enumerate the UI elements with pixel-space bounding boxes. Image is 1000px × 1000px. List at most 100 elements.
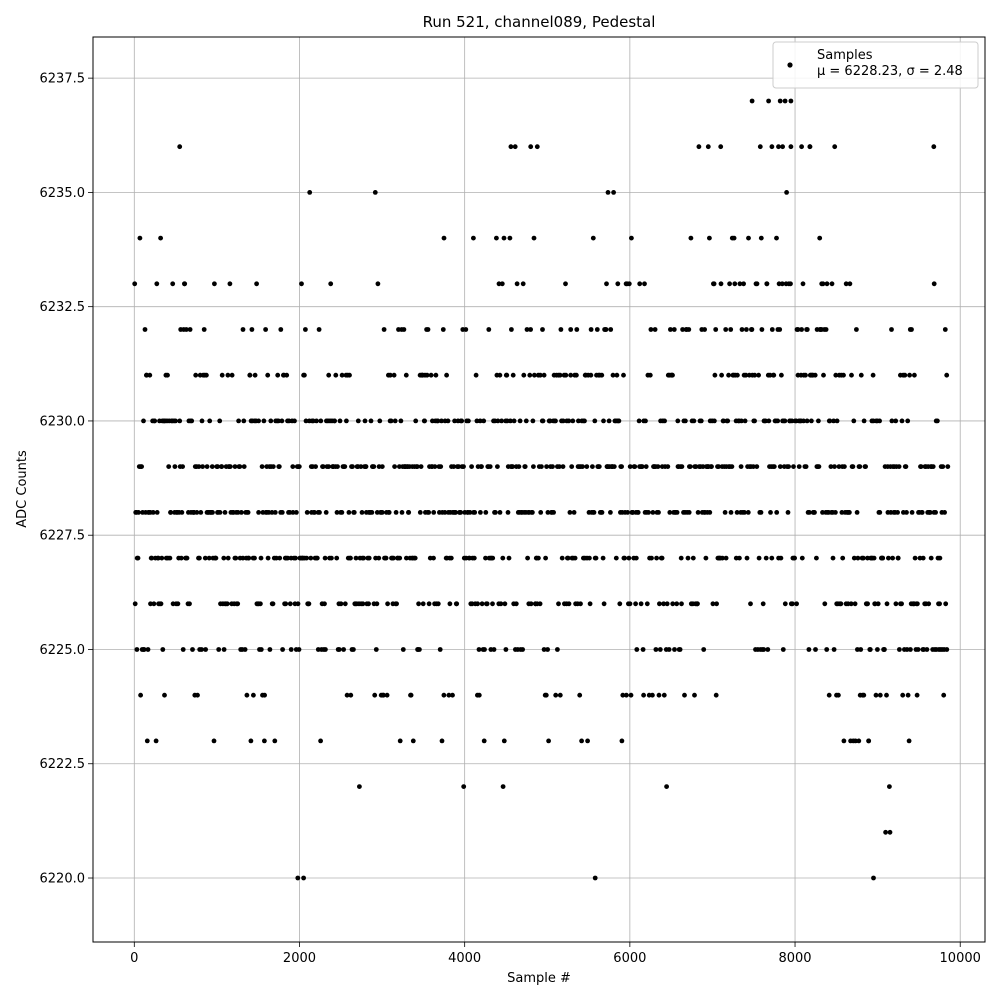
sample-point (776, 144, 781, 150)
sample-point (809, 418, 814, 424)
sample-point (132, 281, 138, 287)
sample-point (741, 281, 746, 287)
sample-point (445, 418, 451, 424)
sample-point (314, 555, 320, 561)
sample-point (769, 555, 775, 561)
sample-point (496, 281, 502, 287)
sample-point (290, 464, 296, 469)
sample-point (674, 510, 680, 515)
sample-point (252, 555, 257, 561)
sample-point (431, 510, 437, 515)
sample-point (194, 510, 200, 515)
sample-point (537, 601, 543, 607)
sample-point (905, 692, 911, 698)
sample-point (217, 510, 223, 515)
sample-point (918, 464, 924, 469)
sample-point (852, 601, 858, 607)
sample-point (525, 555, 530, 561)
y-tick-label: 6220.0 (40, 872, 86, 887)
sample-point (446, 692, 452, 698)
sample-point (662, 418, 667, 424)
sample-point (627, 464, 633, 469)
sample-point (441, 692, 447, 698)
sample-point (366, 555, 372, 561)
sample-point (718, 144, 724, 150)
sample-point (278, 327, 284, 332)
sample-point (594, 327, 600, 332)
sample-point (381, 692, 386, 698)
sample-point (172, 464, 178, 469)
sample-point (241, 418, 247, 424)
sample-point (500, 784, 506, 789)
sample-point (333, 372, 339, 378)
sample-point (685, 555, 691, 561)
sample-point (371, 464, 377, 469)
sample-point (695, 601, 700, 607)
sample-point (585, 738, 590, 744)
sample-point (680, 327, 685, 332)
sample-point (574, 372, 579, 378)
sample-point (828, 464, 834, 469)
sample-point (601, 418, 606, 424)
sample-point (799, 327, 804, 332)
sample-point (779, 372, 784, 378)
sample-point (788, 144, 794, 150)
sample-point (780, 647, 786, 652)
sample-point (458, 510, 464, 515)
sample-point (672, 647, 677, 652)
sample-point (670, 372, 675, 378)
sample-point (224, 601, 230, 607)
sample-point (258, 647, 264, 652)
sample-point (225, 372, 231, 378)
sample-point (941, 692, 947, 698)
sample-point (908, 647, 913, 652)
sample-point (168, 510, 174, 515)
sample-point (558, 327, 564, 332)
sample-point (580, 464, 585, 469)
sample-point (254, 281, 259, 287)
sample-point (665, 464, 671, 469)
sample-point (674, 601, 680, 607)
sample-point (614, 372, 620, 378)
sample-point (472, 510, 478, 515)
sample-point (459, 418, 465, 424)
sample-point (178, 555, 184, 561)
sample-point (737, 555, 742, 561)
sample-point (551, 510, 556, 515)
sample-point (686, 510, 692, 515)
sample-point (530, 510, 535, 515)
sample-point (377, 418, 383, 424)
sample-point (437, 647, 443, 652)
sample-point (695, 510, 701, 515)
sample-point (381, 327, 387, 332)
sample-point (511, 418, 517, 424)
sample-point (824, 647, 830, 652)
sample-point (905, 418, 911, 424)
sample-point (536, 555, 541, 561)
sample-point (637, 281, 643, 287)
sample-point (510, 372, 516, 378)
sample-point (360, 601, 366, 607)
sample-point (766, 98, 771, 104)
sample-point (151, 601, 157, 607)
sample-point (571, 510, 577, 515)
sample-point (299, 281, 304, 287)
sample-point (240, 555, 246, 561)
sample-point (150, 510, 156, 515)
sample-point (184, 555, 190, 561)
y-tick-label: 6230.0 (40, 414, 86, 429)
sample-point (512, 144, 518, 150)
sample-point (579, 738, 584, 744)
sample-point (643, 418, 648, 424)
sample-point (893, 601, 899, 607)
x-tick-label: 2000 (283, 951, 316, 966)
sample-point (931, 281, 937, 287)
sample-point (318, 418, 324, 424)
sample-point (252, 372, 258, 378)
sample-point (757, 144, 763, 150)
sample-point (841, 738, 847, 744)
sample-point (840, 555, 846, 561)
sample-point (159, 555, 165, 561)
sample-point (500, 555, 506, 561)
